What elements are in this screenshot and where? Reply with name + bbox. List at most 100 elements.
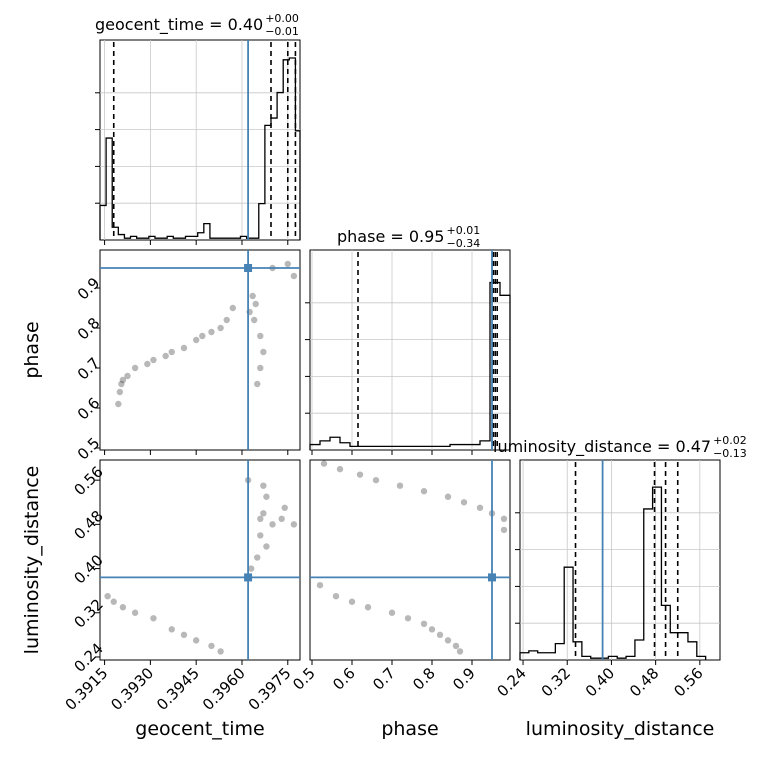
sample-point: [420, 620, 428, 628]
sample-point: [119, 376, 127, 384]
sample-point: [150, 356, 157, 364]
joint-panel-geocent_time-phase: [99, 249, 301, 451]
sample-point: [162, 352, 169, 360]
sample-point: [254, 554, 261, 561]
sample-point: [168, 348, 175, 356]
panel-frame: [99, 249, 301, 451]
truth-marker: [488, 573, 496, 582]
panel-frame: [309, 459, 511, 661]
truth-marker: [244, 573, 253, 582]
sample-point: [192, 336, 200, 344]
sample-point: [456, 648, 464, 655]
x-tick-label: 0.24: [494, 664, 530, 700]
sample-point: [115, 400, 122, 408]
sample-point: [260, 348, 267, 356]
x-tick-label: 0.3975: [245, 664, 295, 714]
y-tick-label: 0.5: [74, 434, 104, 464]
sample-point: [144, 360, 151, 368]
sample-point: [444, 637, 452, 644]
x-tick-label: 0.56: [670, 664, 706, 700]
sample-point: [404, 615, 412, 622]
x-tick-label: 0.40: [582, 664, 618, 700]
sample-point: [150, 615, 157, 622]
x-tick-label: 0.3930: [107, 664, 157, 714]
y-tick-label: 0.6: [74, 394, 104, 424]
sample-point: [263, 493, 270, 500]
hist-panel-geocent_time: [95, 39, 301, 241]
panel-frame: [99, 39, 301, 241]
sample-point: [332, 592, 340, 600]
title-upper-error: +0.02: [713, 434, 747, 447]
sample-point: [250, 316, 258, 324]
sample-point: [257, 332, 264, 340]
sample-point: [290, 521, 298, 528]
x-tick-label: 0.32: [538, 664, 574, 700]
sample-point: [263, 543, 270, 550]
hist-panel-phase: [305, 249, 511, 451]
sample-point: [116, 388, 124, 396]
sample-point: [223, 316, 230, 324]
sample-point: [124, 372, 131, 380]
x-tick-label: 0.3945: [153, 664, 203, 714]
sample-point: [260, 510, 267, 517]
histogram-step: [519, 486, 707, 660]
histogram-step: [309, 281, 511, 450]
x-axis-label: geocent_time: [135, 718, 264, 740]
sample-point: [249, 292, 256, 300]
x-axis-label: phase: [381, 718, 438, 740]
sample-point: [229, 304, 237, 312]
sample-point: [428, 626, 436, 633]
sample-point: [254, 380, 261, 388]
sample-point: [199, 332, 206, 340]
x-tick-label: 0.8: [409, 664, 439, 694]
histogram-step: [99, 57, 301, 240]
sample-point: [180, 631, 188, 639]
sample-point: [217, 324, 224, 332]
sample-point: [436, 631, 444, 639]
sample-point: [316, 581, 324, 589]
sample-point: [320, 460, 328, 467]
hist-panel-luminosity_distance: [515, 459, 721, 661]
sample-point: [208, 328, 215, 336]
sample-point: [257, 515, 264, 523]
sample-point: [356, 471, 364, 478]
sample-point: [110, 598, 117, 605]
sample-point: [284, 260, 291, 268]
sample-point: [290, 272, 298, 280]
sample-point: [372, 476, 380, 484]
sample-point: [217, 648, 224, 655]
sample-point: [452, 642, 460, 650]
y-axis-label: phase: [21, 321, 43, 378]
x-tick-label: 0.3960: [199, 664, 249, 714]
y-tick-label: 0.8: [74, 314, 104, 344]
y-axis-label: luminosity_distance: [21, 466, 43, 655]
sample-point: [131, 609, 139, 616]
title-text: geocent_time = 0.40: [95, 15, 263, 35]
x-tick-label: 0.9: [449, 664, 479, 694]
x-tick-label: 0.7: [369, 664, 399, 694]
title-lower-error: −0.13: [713, 447, 747, 460]
panel-title-phase: phase = 0.95 +0.01−0.34: [337, 224, 480, 250]
sample-point: [180, 344, 188, 352]
sample-point: [396, 482, 404, 489]
sample-point: [500, 515, 508, 523]
panel-title-luminosity_distance: luminosity_distance = 0.47 +0.02−0.13: [493, 434, 747, 460]
x-tick-label: 0.6: [329, 664, 359, 694]
panel-frame: [99, 459, 301, 661]
sample-point: [281, 504, 288, 511]
sample-point: [336, 465, 344, 473]
sample-point: [444, 493, 452, 500]
sample-point: [260, 482, 267, 489]
title-text: luminosity_distance = 0.47: [493, 437, 711, 457]
title-text: phase = 0.95: [337, 227, 444, 246]
sample-point: [104, 592, 111, 600]
title-upper-error: +0.01: [446, 224, 480, 237]
title-upper-error: +0.00: [265, 12, 299, 25]
y-tick-label: 0.7: [74, 354, 104, 384]
joint-panel-phase-luminosity_distance: [309, 459, 511, 661]
sample-point: [252, 300, 259, 308]
sample-point: [364, 604, 372, 611]
sample-point: [131, 364, 139, 372]
sample-point: [257, 532, 264, 539]
